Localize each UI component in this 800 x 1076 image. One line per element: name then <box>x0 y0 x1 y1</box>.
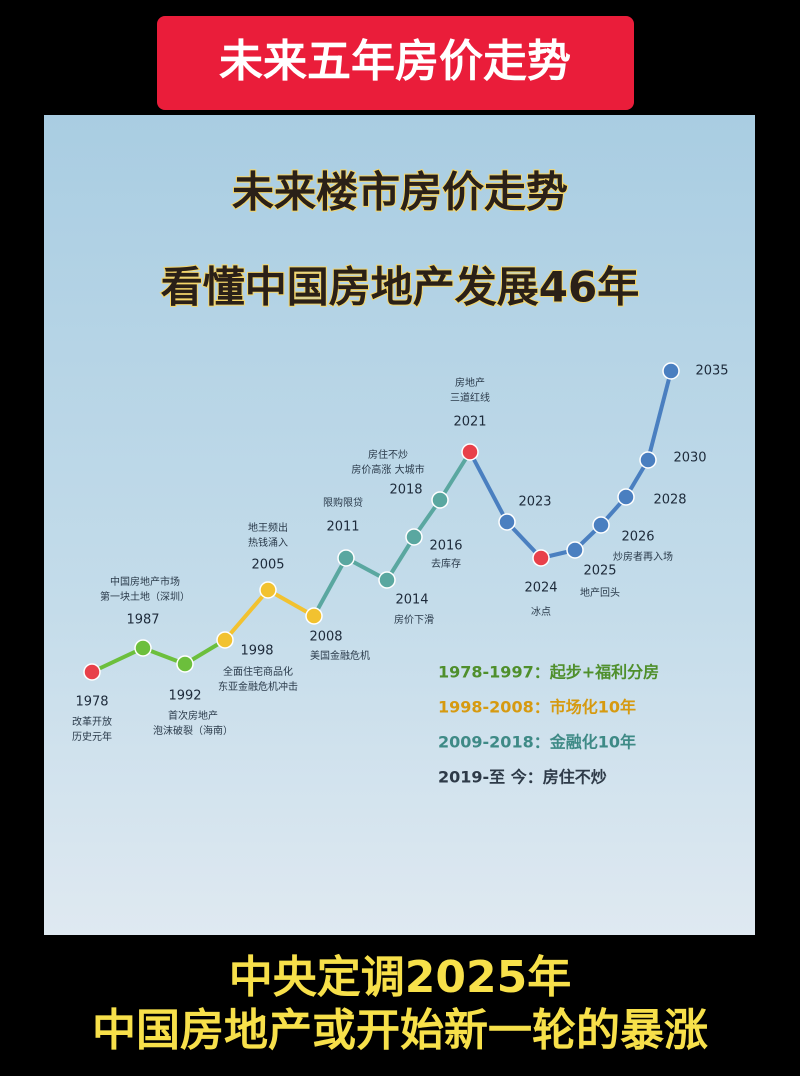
event-note: 地产回头 <box>580 586 620 599</box>
timeline-point <box>617 488 635 506</box>
timeline-point <box>134 639 152 657</box>
timeline-point <box>378 571 396 589</box>
year-label: 1987 <box>126 613 159 628</box>
event-note: 首次房地产 <box>168 709 218 722</box>
year-label: 2018 <box>389 483 422 498</box>
timeline-point <box>532 549 550 567</box>
event-note: 泡沫破裂（海南） <box>153 724 233 737</box>
event-note: 三道红线 <box>450 391 490 404</box>
timeline-point <box>639 451 657 469</box>
legend-item: 1978-1997：起步+福利分房 <box>438 663 659 682</box>
timeline-point <box>566 541 584 559</box>
year-label: 2028 <box>653 493 686 508</box>
timeline-point <box>305 607 323 625</box>
event-note: 冰点 <box>531 605 551 618</box>
event-note: 历史元年 <box>72 730 112 743</box>
event-note: 去库存 <box>431 557 461 570</box>
timeline-point <box>337 549 355 567</box>
timeline-segment <box>312 557 348 617</box>
event-note: 房住不炒 <box>368 448 408 461</box>
legend-item: 2019-至 今：房住不炒 <box>438 768 607 787</box>
timeline-point <box>405 528 423 546</box>
year-label: 2016 <box>429 539 462 554</box>
footer-line: 中国房地产或开始新一轮的暴涨 <box>92 1005 708 1056</box>
year-label: 1998 <box>240 644 273 659</box>
year-label: 2026 <box>621 530 654 545</box>
year-label: 1992 <box>168 689 201 704</box>
year-label: 2005 <box>251 558 284 573</box>
year-label: 2024 <box>524 581 557 596</box>
timeline-point <box>431 491 449 509</box>
year-label: 2011 <box>326 520 359 535</box>
timeline-segment <box>438 450 472 502</box>
timeline-point <box>83 663 101 681</box>
year-label: 2023 <box>518 495 551 510</box>
header: 未来五年房价走势 <box>219 36 571 87</box>
infographic <box>44 115 755 935</box>
event-note: 中国房地产市场 <box>110 575 180 588</box>
timeline-segment <box>91 646 144 674</box>
title-line: 未来楼市房价走势 <box>232 168 568 217</box>
header-box <box>157 16 634 110</box>
timeline-segment <box>267 588 315 618</box>
event-note: 东亚金融危机冲击 <box>218 680 298 693</box>
year-label: 2008 <box>309 630 342 645</box>
year-label: 2025 <box>583 564 616 579</box>
event-note: 热钱涌入 <box>248 536 288 549</box>
legend-item: 1998-2008：市场化10年 <box>438 698 636 717</box>
timeline-segment <box>223 588 270 642</box>
event-note: 美国金融危机 <box>310 649 370 662</box>
timeline-point <box>259 581 277 599</box>
timeline-segment <box>468 451 509 523</box>
timeline-point <box>662 362 680 380</box>
year-label: 1978 <box>75 695 108 710</box>
year-label: 2021 <box>453 415 486 430</box>
event-note: 全面住宅商品化 <box>223 665 293 678</box>
event-note: 炒房者再入场 <box>613 550 673 563</box>
event-note: 地王频出 <box>248 521 288 534</box>
year-label: 2014 <box>395 593 428 608</box>
timeline-point <box>498 513 516 531</box>
timeline-point <box>176 655 194 673</box>
footer-line: 中央定调2025年 <box>229 952 571 1003</box>
title-line: 看懂中国房地产发展46年 <box>161 263 639 312</box>
year-label: 2030 <box>673 451 706 466</box>
timeline-point <box>461 443 479 461</box>
event-note: 房价下滑 <box>394 613 434 626</box>
event-note: 改革开放 <box>72 715 112 728</box>
event-note: 限购限贷 <box>323 496 363 509</box>
timeline-segment <box>646 370 673 461</box>
year-label: 2035 <box>695 364 728 379</box>
timeline-point <box>592 516 610 534</box>
timeline-point <box>216 631 234 649</box>
legend-item: 2009-2018：金融化10年 <box>438 733 636 752</box>
event-note: 第一块土地（深圳） <box>100 590 190 603</box>
event-note: 房地产 <box>455 376 485 389</box>
event-note: 房价高涨 大城市 <box>351 463 424 476</box>
